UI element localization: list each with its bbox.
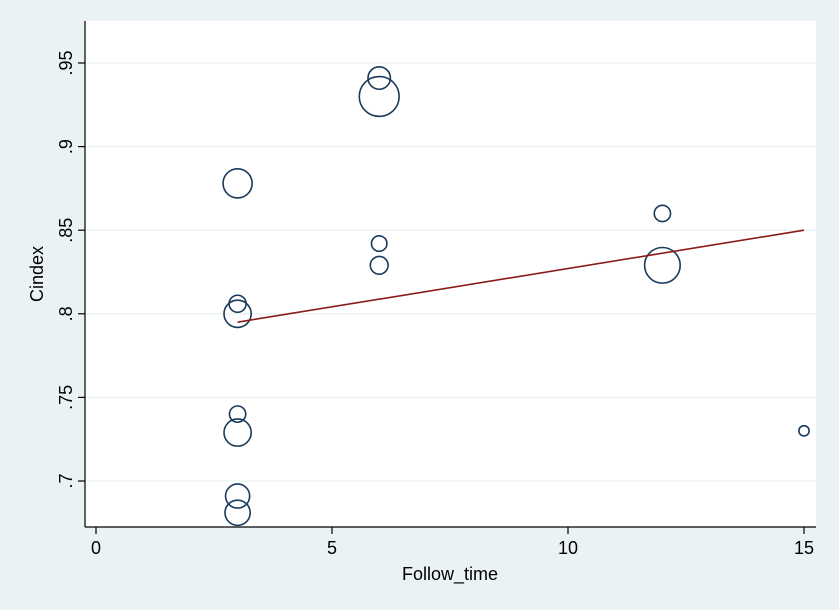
x-tick-label-3: 15 — [794, 538, 814, 558]
data-point-7 — [367, 66, 392, 91]
data-point-5 — [224, 483, 251, 509]
fit-line — [237, 229, 805, 323]
data-point-13 — [798, 424, 810, 437]
data-point-4 — [223, 418, 253, 447]
data-point-0 — [222, 168, 253, 199]
y-axis-ticks: .7 .75 .8 .85 .9 .95 — [56, 50, 85, 489]
data-point-6 — [224, 499, 251, 527]
y-tick-label-1: .75 — [56, 385, 76, 410]
data-point-8 — [358, 75, 400, 118]
y-tick-label-4: .9 — [56, 139, 76, 154]
y-tick-label-5: .95 — [56, 50, 76, 75]
axes — [84, 21, 816, 528]
x-tick-label-2: 10 — [558, 538, 578, 558]
plot-area — [85, 21, 816, 527]
x-tick-label-1: 5 — [327, 538, 337, 558]
y-tick-label-3: .85 — [56, 218, 76, 243]
fit-line-group — [237, 229, 805, 323]
x-axis-ticks: 0 5 10 15 — [91, 527, 814, 558]
x-axis-title: Follow_time — [402, 564, 498, 585]
y-tick-label-0: .7 — [56, 473, 76, 488]
y-tick-label-2: .8 — [56, 306, 76, 321]
x-tick-label-0: 0 — [91, 538, 101, 558]
data-point-2 — [223, 299, 253, 329]
y-axis-title: Cindex — [27, 246, 47, 302]
data-point-10 — [369, 255, 389, 276]
data-point-3 — [228, 405, 247, 424]
data-points — [222, 66, 810, 527]
grid-lines — [85, 62, 816, 482]
data-point-11 — [653, 204, 672, 223]
data-point-12 — [643, 246, 682, 284]
data-point-9 — [370, 235, 388, 253]
